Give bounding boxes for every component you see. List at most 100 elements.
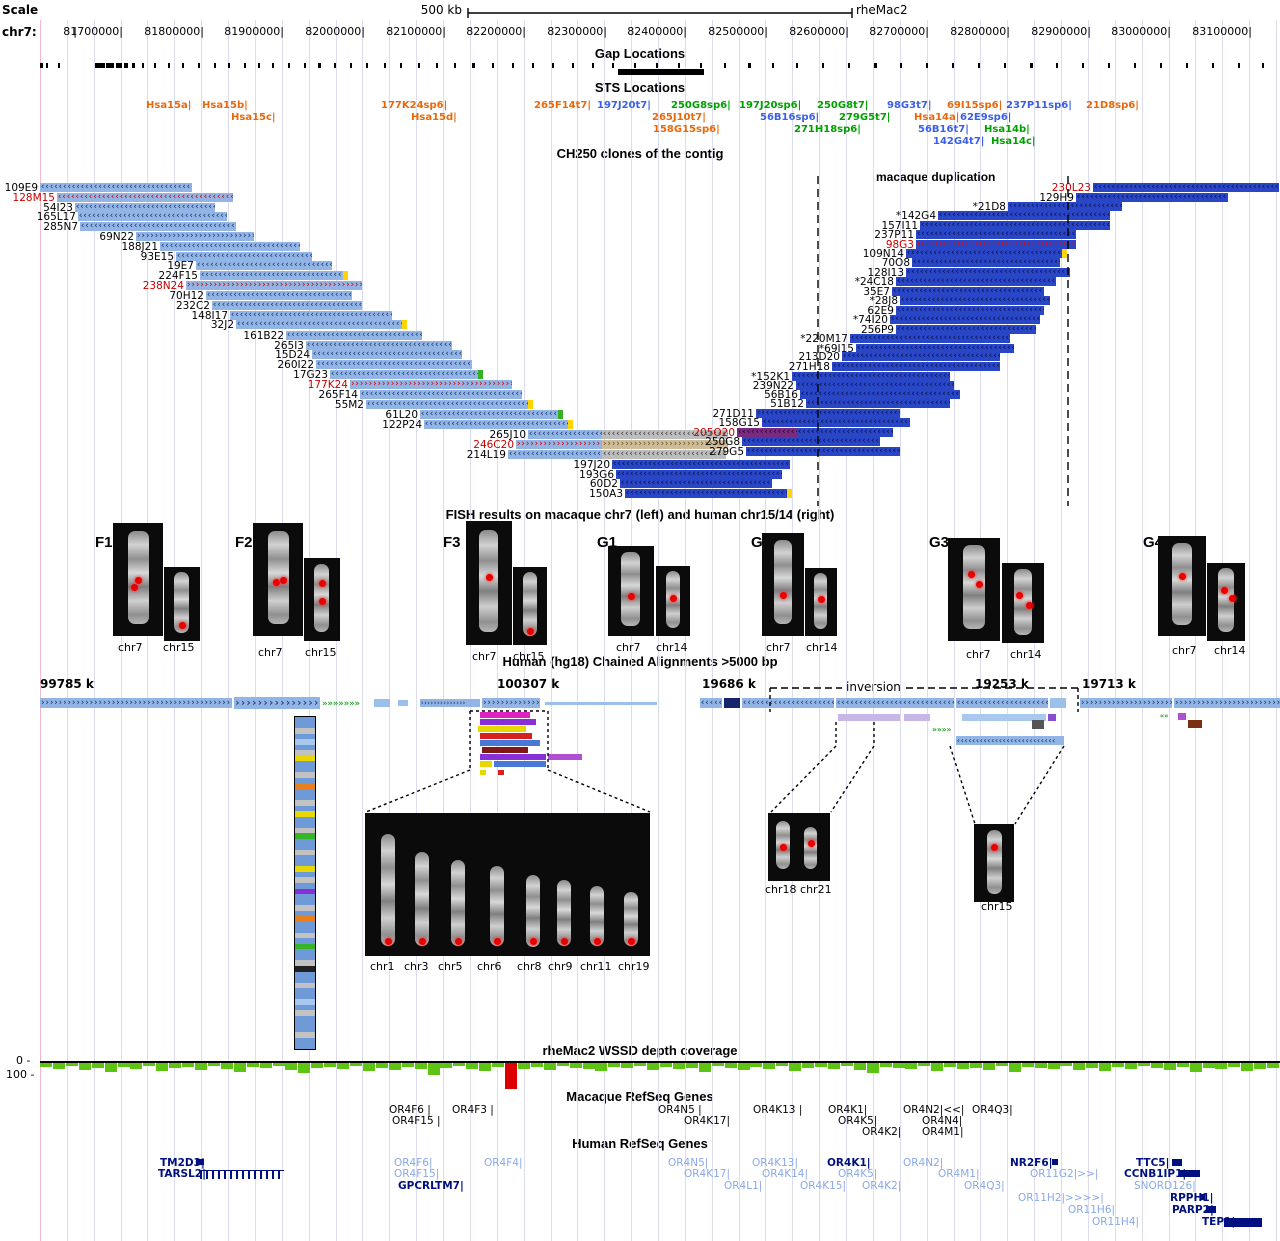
gene-label[interactable]: OR4F15|	[394, 1168, 440, 1180]
alignment-box[interactable]	[480, 719, 536, 725]
gene-label[interactable]: OR4K5|	[838, 1115, 878, 1127]
gene-label[interactable]: GPCRLTM7|	[398, 1180, 464, 1192]
clone-bar[interactable]: ‹‹‹‹‹‹‹‹‹‹‹‹‹‹‹‹‹‹‹‹‹‹‹‹‹‹‹‹‹‹‹‹‹‹‹	[896, 306, 1044, 315]
clone-label[interactable]: *152K1	[751, 371, 790, 383]
clone-label[interactable]: 224F15	[158, 270, 198, 282]
clone-bar[interactable]: ‹‹‹‹‹‹‹‹‹‹‹‹‹‹‹‹‹‹‹‹‹‹‹‹‹‹‹‹‹‹‹‹‹‹‹	[206, 291, 352, 300]
clone-bar[interactable]: ‹‹‹‹‹‹‹‹‹‹‹‹‹‹‹‹‹‹‹‹‹‹‹‹‹‹‹‹‹‹‹‹‹‹‹‹	[620, 479, 772, 488]
alignment-box[interactable]	[1048, 714, 1056, 721]
clone-bar[interactable]: ‹‹‹‹‹‹‹‹‹‹‹‹‹‹‹‹‹‹‹‹‹‹‹‹‹‹‹‹‹‹‹‹‹‹‹‹‹	[746, 447, 900, 456]
ruler-tick[interactable]: 81900000|	[224, 25, 284, 38]
clone-bar[interactable]: ‹‹‹‹‹‹‹‹‹‹‹‹‹‹‹‹‹‹‹‹‹‹‹‹‹‹‹‹‹‹‹‹‹‹‹‹‹‹	[850, 334, 1010, 343]
clone-bar[interactable]: ‹‹‹‹‹‹‹‹‹‹‹‹‹‹‹‹‹‹‹‹‹‹‹‹‹‹‹‹‹‹‹‹	[196, 261, 332, 270]
sts-label[interactable]: 56B16t7|	[918, 124, 969, 135]
gene-label[interactable]: OR4Q3|	[964, 1180, 1005, 1192]
clone-label[interactable]: 239N22	[752, 380, 794, 392]
sts-label[interactable]: Hsa14a|	[914, 112, 960, 123]
gene-label[interactable]: OR4Q3|	[972, 1104, 1013, 1116]
gene-label[interactable]: OR11H4|	[1092, 1216, 1140, 1228]
clone-label[interactable]: 230L23	[1051, 182, 1091, 194]
gene-label[interactable]: OR4K5|	[838, 1168, 878, 1180]
clone-label[interactable]: 232C2	[175, 300, 210, 312]
clone-bar[interactable]: ‹‹‹‹‹‹‹‹‹‹‹‹‹‹‹‹‹‹‹‹‹‹‹‹‹‹‹‹‹‹‹‹‹‹‹‹‹	[316, 360, 472, 369]
clone-bar[interactable]: ‹‹‹‹‹‹‹‹‹‹‹‹‹‹‹‹‹‹‹‹‹‹‹‹‹‹‹‹‹‹‹‹	[176, 252, 312, 261]
gene-label[interactable]: OR4M1|	[922, 1126, 964, 1138]
clone-bar[interactable]: ‹‹‹‹‹‹‹‹‹‹‹‹‹‹‹‹‹‹‹‹‹‹‹‹‹‹‹‹‹‹‹‹‹‹‹‹‹‹	[896, 277, 1056, 286]
clone-label[interactable]: 15D24	[275, 349, 310, 361]
clone-bar[interactable]: ‹‹‹‹‹‹‹‹‹‹‹‹‹‹‹‹‹‹‹‹‹‹‹‹‹‹‹‹‹‹‹‹‹‹‹‹	[330, 370, 482, 379]
alignment-box[interactable]	[480, 761, 492, 767]
clone-label[interactable]: 128M15	[12, 192, 55, 204]
clone-label[interactable]: 188J21	[121, 241, 159, 253]
clone-label[interactable]: *28J8	[869, 295, 898, 307]
gene-label[interactable]: OR4N4|	[922, 1115, 963, 1127]
clone-label[interactable]: 55M2	[334, 399, 364, 411]
gene-label[interactable]: OR4K13|	[752, 1157, 799, 1169]
clone-bar[interactable]: ››››››››››››››››››››››››››››››››››››››	[916, 240, 1076, 249]
alignment-bar[interactable]: ››››››››››››››	[420, 699, 480, 707]
clone-label[interactable]: 98G3	[885, 239, 914, 251]
sts-label[interactable]: 265J10t7|	[652, 112, 706, 123]
alignment-bar[interactable]: ›››››››››››››››››››››››››	[1174, 698, 1280, 708]
alignment-box[interactable]	[482, 747, 528, 753]
clone-bar[interactable]: ‹‹‹‹‹‹‹‹‹‹‹‹‹‹‹‹‹‹‹‹‹‹‹‹‹‹‹‹‹‹‹‹‹‹‹‹‹‹‹‹…	[1093, 183, 1279, 192]
sts-label[interactable]: Hsa15b|	[202, 100, 248, 111]
clone-bar[interactable]: ››››››››››››››››››››	[516, 440, 602, 449]
clone-bar[interactable]: ‹‹‹‹‹‹‹‹‹‹‹‹‹‹‹‹‹‹	[528, 430, 602, 439]
gene-label[interactable]: OR4F6 |	[389, 1104, 431, 1116]
clone-label[interactable]: 19E7	[167, 260, 194, 272]
clone-bar[interactable]: ‹‹‹‹‹‹‹‹‹‹‹‹‹‹‹‹‹‹‹‹‹‹‹‹‹‹‹‹‹‹	[602, 430, 728, 439]
alignment-box[interactable]	[904, 714, 930, 721]
gene-label[interactable]: OR4N5|	[668, 1157, 709, 1169]
alignment-box[interactable]	[478, 726, 526, 732]
clone-bar[interactable]: ‹‹‹‹‹‹‹‹‹‹‹‹‹‹‹‹‹‹‹‹‹‹‹‹‹‹‹‹‹‹‹‹‹‹‹‹‹‹	[842, 352, 1000, 361]
ruler-tick[interactable]: 82300000|	[547, 25, 607, 38]
clone-bar[interactable]: ‹‹‹‹‹‹‹‹‹‹‹‹‹‹‹‹‹‹‹‹‹‹‹‹‹‹‹‹‹‹‹‹‹‹‹	[78, 212, 227, 221]
clone-label[interactable]: 246C20	[473, 439, 514, 451]
alignment-box[interactable]	[494, 761, 546, 767]
clone-label[interactable]: 70O8	[881, 257, 910, 269]
sts-label[interactable]: 98G3t7|	[887, 100, 932, 111]
clone-label[interactable]: 161B22	[243, 330, 284, 342]
clone-label[interactable]: 256P9	[860, 324, 894, 336]
clone-bar[interactable]: ‹‹‹‹‹‹‹‹‹‹‹‹‹‹‹‹‹‹‹‹‹‹‹‹‹‹‹‹‹‹‹‹‹‹‹‹‹‹‹‹	[236, 320, 406, 329]
alignment-bar[interactable]: ‹‹‹‹‹	[700, 698, 722, 708]
gene-label[interactable]: OR4L1|	[724, 1180, 763, 1192]
clone-bar[interactable]: ‹‹‹‹‹‹‹‹‹‹‹‹‹‹‹‹‹‹‹‹‹‹‹‹‹‹‹‹‹‹‹‹‹‹‹‹	[1076, 193, 1228, 202]
clone-label[interactable]: 150A3	[589, 488, 623, 500]
gene-label[interactable]: SNORD126|	[1134, 1180, 1196, 1192]
clone-bar[interactable]: ‹‹‹‹‹‹‹‹‹‹‹‹‹‹‹‹‹‹‹‹‹‹‹‹‹‹‹‹‹‹‹‹‹‹	[806, 399, 950, 408]
gene-label[interactable]: OR4K2|	[862, 1126, 902, 1138]
clone-label[interactable]: *220M17	[800, 333, 848, 345]
alignment-box[interactable]	[480, 740, 540, 746]
ruler-tick[interactable]: 81800000|	[144, 25, 204, 38]
sts-label[interactable]: Hsa15a|	[146, 100, 192, 111]
clone-label[interactable]: 54I23	[43, 202, 73, 214]
gene-label[interactable]: OR4F3 |	[452, 1104, 494, 1116]
ruler-tick[interactable]: 82000000|	[305, 25, 365, 38]
clone-bar[interactable]: ‹‹‹‹‹‹‹‹‹‹‹‹‹‹‹‹‹‹‹‹‹‹‹‹‹‹‹‹‹‹‹‹	[286, 331, 422, 340]
gene-label[interactable]: RPPH1|	[1170, 1192, 1214, 1204]
clone-bar[interactable]: ‹‹‹‹‹‹‹‹‹‹‹‹‹‹‹‹‹‹‹‹‹‹‹‹‹‹‹‹‹‹‹‹‹‹‹‹‹‹	[856, 344, 1014, 353]
gene-label[interactable]: OR4M1|	[938, 1168, 980, 1180]
clone-label[interactable]: 271H18	[788, 361, 830, 373]
alignment-box[interactable]	[545, 702, 657, 705]
gene-label[interactable]: OR11H2|>>>>|	[1018, 1192, 1104, 1204]
clone-label[interactable]: 158G15	[718, 417, 760, 429]
sts-label[interactable]: 237P11sp6|	[1006, 100, 1072, 111]
clone-bar[interactable]: ‹‹‹‹‹‹‹‹‹‹‹‹‹‹‹‹‹‹‹‹‹‹‹‹‹‹‹‹‹‹‹‹‹‹‹‹‹‹‹	[230, 311, 392, 320]
clone-label[interactable]: 197J20	[573, 459, 611, 471]
duplication-column[interactable]	[294, 716, 316, 1050]
clone-bar[interactable]: ‹‹‹‹‹‹‹‹‹‹‹‹‹‹	[737, 428, 797, 437]
alignment-box[interactable]	[1188, 720, 1202, 728]
gene-label[interactable]: OR4K13 |	[753, 1104, 803, 1116]
clone-bar[interactable]: ‹‹‹‹‹‹‹‹‹‹‹‹‹‹‹‹‹‹‹‹‹‹‹‹‹‹‹‹‹‹‹‹‹‹‹‹	[312, 350, 462, 359]
alignment-arrows[interactable]: ««	[1160, 713, 1169, 720]
clone-label[interactable]: 279G5	[709, 446, 744, 458]
ruler-tick[interactable]: 81700000|	[63, 25, 123, 38]
clone-bar[interactable]: ‹‹‹‹‹‹‹‹‹‹‹‹‹‹‹‹‹‹‹‹‹‹‹‹‹‹‹‹‹‹‹‹‹‹‹‹‹‹‹‹	[366, 400, 532, 409]
alignment-box[interactable]	[480, 712, 530, 718]
clone-bar[interactable]: ‹‹‹‹‹‹‹‹‹‹‹‹‹‹‹‹‹‹‹‹‹‹‹‹‹‹‹‹‹‹‹‹‹‹‹‹‹‹	[796, 381, 954, 390]
clone-bar[interactable]: ‹‹‹‹‹‹‹‹‹‹‹‹‹‹‹‹‹‹‹‹‹‹‹‹‹‹‹‹‹‹‹‹‹‹‹‹‹‹‹‹	[625, 489, 791, 498]
gene-label[interactable]: OR4F6|	[394, 1157, 433, 1169]
